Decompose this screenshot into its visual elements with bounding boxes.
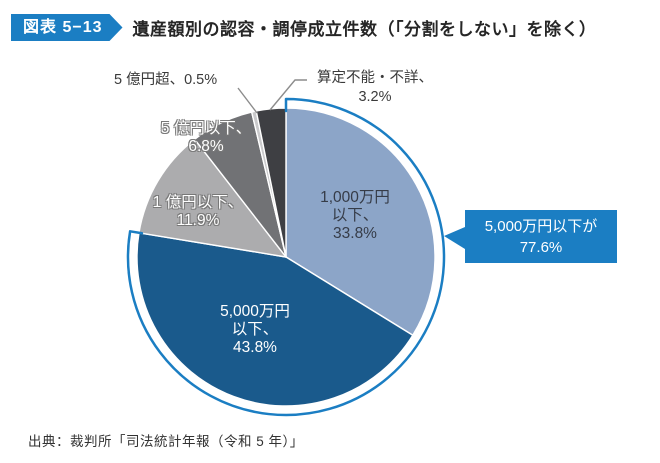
leader-line-santei-funo [269,79,307,111]
pie-slices [136,107,436,407]
pie-slice-3 [138,138,287,258]
callout-77-6-percent: 5,000万円以下が 77.6% [444,210,617,263]
highlight-bracket-arc [126,97,446,417]
leader-line-5-oku-cho [237,87,258,114]
source-note: 出典：裁判所「司法統計年報（令和 5 年）」 [28,434,304,449]
pie-slice-1 [285,107,436,336]
figure-number-badge: 図表 5−13 [11,14,123,41]
figure-title: 遺産額別の認容・調停成立件数（「分割をしない」を除く） [132,20,597,39]
pie-slice-2 [136,232,414,407]
figure-header: 図表 5−13 遺産額別の認容・調停成立件数（「分割をしない」を除く） [11,14,597,41]
